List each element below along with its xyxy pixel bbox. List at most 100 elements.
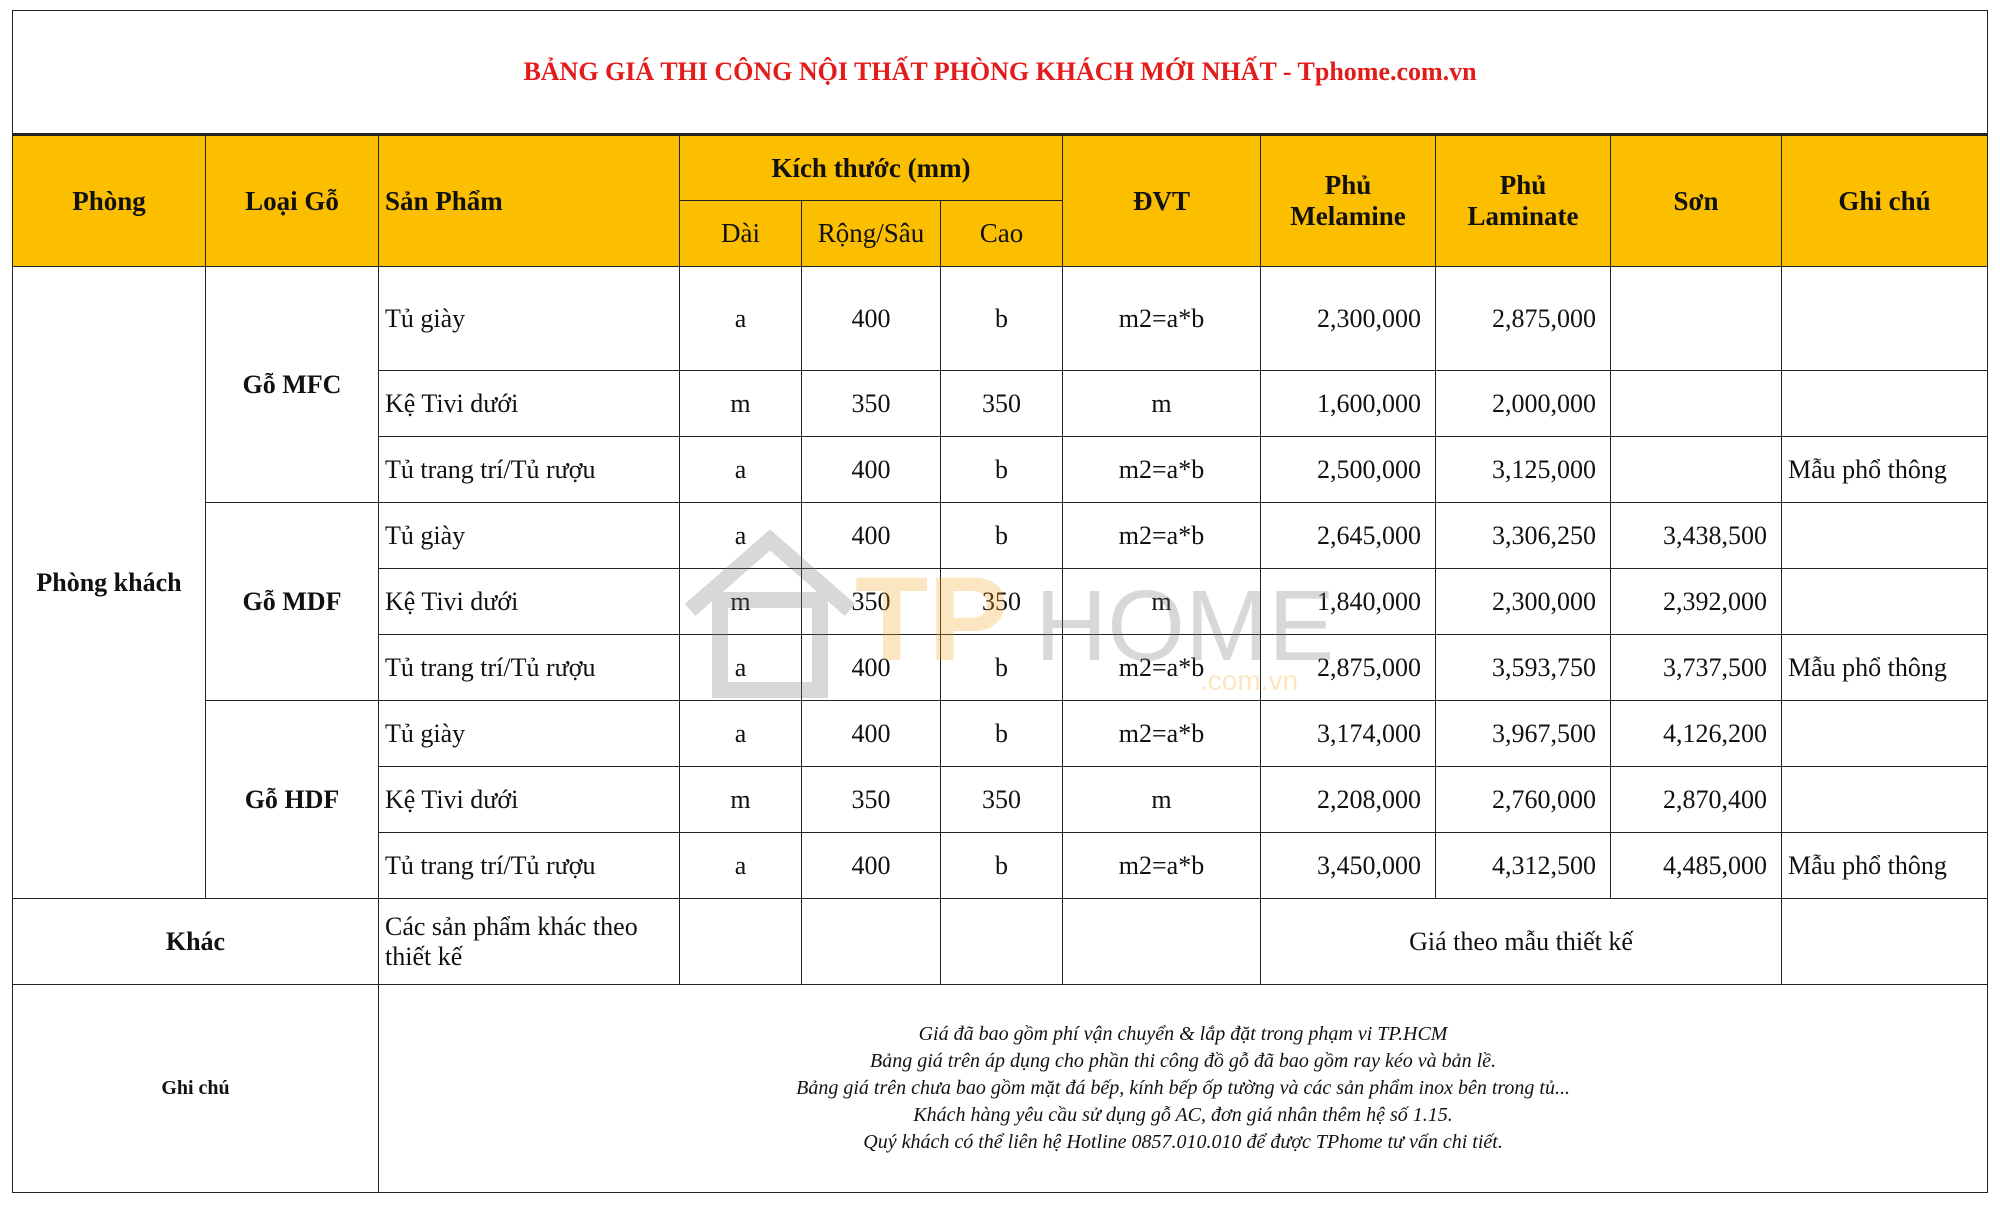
other-label: Khác — [12, 898, 379, 985]
depth-cell: 350 — [801, 370, 941, 437]
unit-cell: m — [1062, 766, 1261, 833]
unit-cell: m2=a*b — [1062, 832, 1261, 899]
length-cell: a — [679, 700, 802, 767]
length-cell: a — [679, 502, 802, 569]
header-kich-thuoc: Kích thước (mm) — [679, 134, 1063, 201]
unit-cell: m — [1062, 568, 1261, 635]
note-cell: Mẫu phổ thông — [1780, 634, 1989, 701]
paint-price-cell — [1610, 266, 1782, 371]
empty-cell — [1780, 898, 1989, 985]
depth-cell: 350 — [801, 568, 941, 635]
empty-cell — [801, 898, 941, 985]
laminate-price-cell: 3,593,750 — [1435, 634, 1611, 701]
header-san-pham: Sản Phẩm — [378, 134, 680, 267]
laminate-price-cell: 2,000,000 — [1435, 370, 1611, 437]
length-cell: m — [679, 370, 802, 437]
paint-price-cell: 3,737,500 — [1610, 634, 1782, 701]
header-ghi-chu: Ghi chú — [1780, 134, 1989, 267]
product-cell: Tủ giày — [378, 266, 680, 371]
table-row: Kệ Tivi dưới m 350 350 m 2,208,000 2,760,000 2,… — [13, 766, 1989, 833]
depth-cell: 400 — [801, 700, 941, 767]
length-cell: m — [679, 568, 802, 635]
header-melamine: Phủ Melamine — [1260, 134, 1436, 267]
note-cell — [1780, 700, 1989, 767]
unit-cell: m2=a*b — [1062, 634, 1261, 701]
product-cell: Tủ giày — [378, 700, 680, 767]
table-title: BẢNG GIÁ THI CÔNG NỘI THẤT PHÒNG KHÁCH M… — [11, 10, 1989, 136]
paint-price-cell: 4,485,000 — [1610, 832, 1782, 899]
product-cell: Tủ giày — [378, 502, 680, 569]
notes-label: Ghi chú — [12, 984, 379, 1193]
note-cell — [1780, 766, 1989, 833]
header-rong-sau: Rộng/Sâu — [801, 200, 941, 267]
note-cell — [1780, 266, 1989, 371]
laminate-price-cell: 3,967,500 — [1435, 700, 1611, 767]
empty-cell — [679, 898, 802, 985]
header-dvt: ĐVT — [1062, 134, 1261, 267]
unit-cell: m2=a*b — [1062, 700, 1261, 767]
melamine-price-cell: 2,875,000 — [1260, 634, 1436, 701]
table-row: Kệ Tivi dưới m 350 350 m 1,600,000 2,000,000 — [13, 370, 1989, 437]
paint-price-cell — [1610, 370, 1782, 437]
length-cell: a — [679, 634, 802, 701]
empty-cell — [940, 898, 1063, 985]
paint-price-cell: 2,392,000 — [1610, 568, 1782, 635]
note-cell — [1780, 568, 1989, 635]
note-cell — [1780, 502, 1989, 569]
wood-type-cell: Gỗ MDF — [205, 502, 379, 701]
paint-price-cell: 4,126,200 — [1610, 700, 1782, 767]
note-cell: Mẫu phổ thông — [1780, 832, 1989, 899]
header-dai: Dài — [679, 200, 802, 267]
laminate-price-cell: 2,875,000 — [1435, 266, 1611, 371]
height-cell: b — [940, 436, 1063, 503]
table-row: Gỗ HDF Tủ giày a 400 b m2=a*b 3,174,000 3,967,5… — [13, 700, 1989, 899]
note-line: Bảng giá trên chưa bao gồm mặt đá bếp, k… — [796, 1077, 1570, 1099]
unit-cell: m2=a*b — [1062, 502, 1261, 569]
unit-cell: m — [1062, 370, 1261, 437]
note-cell — [1780, 370, 1989, 437]
height-cell: b — [940, 832, 1063, 899]
table-row: Phòng khách Gỗ MFC Tủ giày a 400 b m2=a*b 2,300… — [12, 266, 1989, 899]
laminate-price-cell: 2,760,000 — [1435, 766, 1611, 833]
depth-cell: 350 — [801, 766, 941, 833]
header-son: Sơn — [1610, 134, 1782, 267]
note-line: Quý khách có thể liên hệ Hotline 0857.01… — [863, 1131, 1503, 1153]
empty-cell — [1062, 898, 1261, 985]
depth-cell: 400 — [801, 634, 941, 701]
melamine-price-cell: 1,600,000 — [1260, 370, 1436, 437]
height-cell: b — [940, 502, 1063, 569]
product-cell: Tủ trang trí/Tủ rượu — [378, 436, 680, 503]
product-cell: Tủ trang trí/Tủ rượu — [378, 634, 680, 701]
product-cell: Kệ Tivi dưới — [378, 766, 680, 833]
room-cell: Phòng khách — [12, 266, 206, 899]
laminate-price-cell: 2,300,000 — [1435, 568, 1611, 635]
laminate-price-cell: 4,312,500 — [1435, 832, 1611, 899]
product-cell: Tủ trang trí/Tủ rượu — [378, 832, 680, 899]
melamine-price-cell: 1,840,000 — [1260, 568, 1436, 635]
unit-cell: m2=a*b — [1062, 266, 1261, 371]
table-row: Gỗ MDF Tủ giày a 400 b m2=a*b 2,645,000 3,306,2… — [13, 502, 1989, 701]
length-cell: a — [679, 832, 802, 899]
paint-price-cell: 3,438,500 — [1610, 502, 1782, 569]
height-cell: b — [940, 634, 1063, 701]
depth-cell: 400 — [801, 266, 941, 371]
unit-cell: m2=a*b — [1062, 436, 1261, 503]
note-line: Bảng giá trên áp dụng cho phần thi công … — [870, 1050, 1497, 1072]
paint-price-cell: 2,870,400 — [1610, 766, 1782, 833]
note-line: Khách hàng yêu cầu sử dụng gỗ AC, đơn gi… — [913, 1104, 1453, 1126]
header-cao: Cao — [940, 200, 1063, 267]
depth-cell: 400 — [801, 832, 941, 899]
melamine-price-cell: 2,645,000 — [1260, 502, 1436, 569]
melamine-price-cell: 3,450,000 — [1260, 832, 1436, 899]
height-cell: 350 — [940, 370, 1063, 437]
melamine-price-cell: 3,174,000 — [1260, 700, 1436, 767]
laminate-price-cell: 3,306,250 — [1435, 502, 1611, 569]
other-product: Các sản phẩm khác theo thiết kế — [378, 898, 680, 985]
header-phong: Phòng — [12, 134, 206, 267]
height-cell: 350 — [940, 568, 1063, 635]
table-row: Tủ trang trí/Tủ rượu a 400 b m2=a*b 3,450,000… — [13, 832, 1989, 899]
other-row: Khác Các sản phẩm khác theo thiết kế Giá t… — [12, 898, 1989, 985]
depth-cell: 400 — [801, 502, 941, 569]
note-line: Giá đã bao gồm phí vận chuyển & lắp đặt … — [918, 1023, 1448, 1045]
note-cell: Mẫu phổ thông — [1780, 436, 1989, 503]
